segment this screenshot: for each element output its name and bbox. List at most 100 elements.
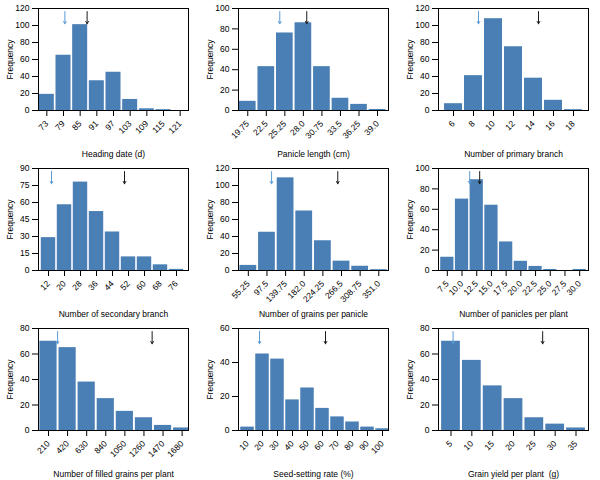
svg-text:90: 90 xyxy=(20,163,30,173)
svg-text:18: 18 xyxy=(563,118,577,132)
svg-text:39.0: 39.0 xyxy=(362,118,381,137)
svg-text:36.25: 36.25 xyxy=(340,118,362,140)
svg-text:12: 12 xyxy=(38,278,52,292)
svg-text:85: 85 xyxy=(70,118,84,132)
svg-text:Frequency: Frequency xyxy=(5,39,15,80)
svg-text:12: 12 xyxy=(503,118,517,132)
svg-text:60: 60 xyxy=(220,44,230,54)
svg-text:Frequency: Frequency xyxy=(5,359,15,400)
svg-text:80: 80 xyxy=(420,323,430,333)
svg-text:120: 120 xyxy=(415,3,429,13)
svg-text:60: 60 xyxy=(420,54,430,64)
svg-text:30.0: 30.0 xyxy=(564,278,583,297)
svg-text:10: 10 xyxy=(461,438,475,452)
svg-text:15: 15 xyxy=(482,438,496,452)
svg-text:630: 630 xyxy=(73,438,90,455)
svg-text:20: 20 xyxy=(420,88,430,98)
svg-text:10: 10 xyxy=(483,118,497,132)
svg-text:20: 20 xyxy=(54,278,68,292)
svg-text:40: 40 xyxy=(420,71,430,81)
svg-text:60: 60 xyxy=(220,323,230,333)
svg-text:25: 25 xyxy=(524,438,538,452)
svg-text:Heading date (d): Heading date (d) xyxy=(82,149,145,159)
svg-text:40: 40 xyxy=(420,374,430,384)
svg-text:6: 6 xyxy=(446,118,457,129)
svg-text:Seed-setting rate (%): Seed-setting rate (%) xyxy=(273,469,353,479)
svg-text:1260: 1260 xyxy=(127,438,148,459)
svg-text:97: 97 xyxy=(103,118,117,132)
svg-text:40: 40 xyxy=(282,438,296,452)
svg-text:Frequency: Frequency xyxy=(205,39,215,80)
svg-text:76: 76 xyxy=(166,278,180,292)
svg-text:20: 20 xyxy=(420,245,430,255)
svg-text:100: 100 xyxy=(215,180,229,190)
svg-text:14: 14 xyxy=(523,118,537,132)
svg-text:Number of panicles per plant: Number of panicles per plant xyxy=(459,309,568,319)
svg-text:0: 0 xyxy=(425,265,430,275)
svg-text:70: 70 xyxy=(327,438,341,452)
svg-text:55.25: 55.25 xyxy=(230,278,252,300)
svg-text:Number of primary branch: Number of primary branch xyxy=(464,149,563,159)
svg-text:1050: 1050 xyxy=(108,438,129,459)
svg-text:109: 109 xyxy=(133,118,150,135)
svg-text:0: 0 xyxy=(425,425,430,435)
svg-text:60: 60 xyxy=(420,204,430,214)
svg-text:30: 30 xyxy=(267,438,281,452)
svg-text:40: 40 xyxy=(20,374,30,384)
svg-text:20: 20 xyxy=(220,391,230,401)
svg-text:139.75: 139.75 xyxy=(263,278,289,304)
svg-text:0: 0 xyxy=(25,425,30,435)
svg-text:60: 60 xyxy=(20,197,30,207)
svg-text:Grain yield per plant (g): Grain yield per plant (g) xyxy=(468,469,559,479)
svg-text:210: 210 xyxy=(35,438,52,455)
svg-text:20: 20 xyxy=(220,85,230,95)
svg-text:0: 0 xyxy=(25,265,30,275)
svg-text:100: 100 xyxy=(415,163,429,173)
svg-text:840: 840 xyxy=(92,438,109,455)
svg-text:45: 45 xyxy=(20,214,30,224)
svg-text:20: 20 xyxy=(220,248,230,258)
svg-text:224.25: 224.25 xyxy=(301,278,327,304)
svg-text:308.75: 308.75 xyxy=(338,278,364,304)
svg-text:Frequency: Frequency xyxy=(205,359,215,400)
svg-text:115: 115 xyxy=(150,118,167,135)
svg-text:Frequency: Frequency xyxy=(405,199,415,240)
svg-text:20: 20 xyxy=(252,438,266,452)
svg-text:1470: 1470 xyxy=(146,438,167,459)
svg-text:40: 40 xyxy=(20,71,30,81)
svg-text:16: 16 xyxy=(543,118,557,132)
svg-text:44: 44 xyxy=(102,278,116,292)
svg-text:30: 30 xyxy=(545,438,559,452)
svg-text:8: 8 xyxy=(466,118,477,129)
svg-text:60: 60 xyxy=(220,214,230,224)
svg-text:20: 20 xyxy=(20,400,30,410)
svg-text:60: 60 xyxy=(20,54,30,64)
svg-text:40: 40 xyxy=(420,224,430,234)
svg-text:Frequency: Frequency xyxy=(5,199,15,240)
svg-text:Frequency: Frequency xyxy=(205,199,215,240)
svg-text:50: 50 xyxy=(297,438,311,452)
svg-text:79: 79 xyxy=(53,118,67,132)
svg-text:20: 20 xyxy=(420,400,430,410)
svg-text:120: 120 xyxy=(15,3,29,13)
svg-text:Number of grains per panicle: Number of grains per panicle xyxy=(259,309,368,319)
svg-text:73: 73 xyxy=(36,118,50,132)
svg-text:40: 40 xyxy=(220,357,230,367)
svg-text:5: 5 xyxy=(444,438,455,449)
svg-text:121: 121 xyxy=(166,118,183,135)
svg-text:28: 28 xyxy=(70,278,84,292)
svg-text:0: 0 xyxy=(225,265,230,275)
svg-text:100: 100 xyxy=(15,20,29,30)
svg-text:60: 60 xyxy=(312,438,326,452)
svg-text:52: 52 xyxy=(118,278,132,292)
svg-text:40: 40 xyxy=(220,64,230,74)
svg-text:Number of secondary branch: Number of secondary branch xyxy=(59,309,169,319)
svg-text:75: 75 xyxy=(20,180,30,190)
svg-text:68: 68 xyxy=(150,278,164,292)
svg-text:80: 80 xyxy=(420,37,430,47)
svg-text:40: 40 xyxy=(220,231,230,241)
svg-text:Frequency: Frequency xyxy=(405,39,415,80)
svg-text:0: 0 xyxy=(425,105,430,115)
svg-text:90: 90 xyxy=(357,438,371,452)
svg-text:100: 100 xyxy=(369,438,386,455)
